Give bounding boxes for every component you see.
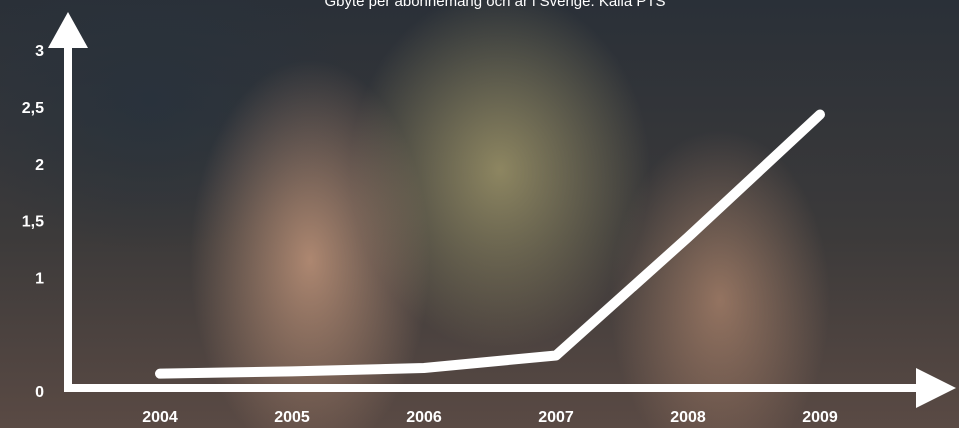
y-tick-label: 3 — [35, 43, 44, 60]
x-tick-label: 2009 — [802, 409, 838, 426]
x-tick-label: 2006 — [406, 409, 442, 426]
x-axis-arrow — [916, 368, 956, 408]
x-tick-label: 2004 — [142, 409, 178, 426]
chart-title: Gbyte per abonnemang och år i Sverige. K… — [324, 0, 665, 10]
x-tick-label: 2008 — [670, 409, 706, 426]
y-tick-label: 1 — [35, 271, 44, 288]
y-tick-label: 1,5 — [22, 214, 44, 231]
y-axis-arrow — [48, 12, 88, 48]
x-tick-label: 2005 — [274, 409, 310, 426]
data-line — [155, 109, 825, 379]
y-tick-label: 2,5 — [22, 100, 44, 117]
x-tick-label: 2007 — [538, 409, 574, 426]
y-tick-label: 2 — [35, 157, 44, 174]
y-tick-label: 0 — [35, 384, 44, 401]
